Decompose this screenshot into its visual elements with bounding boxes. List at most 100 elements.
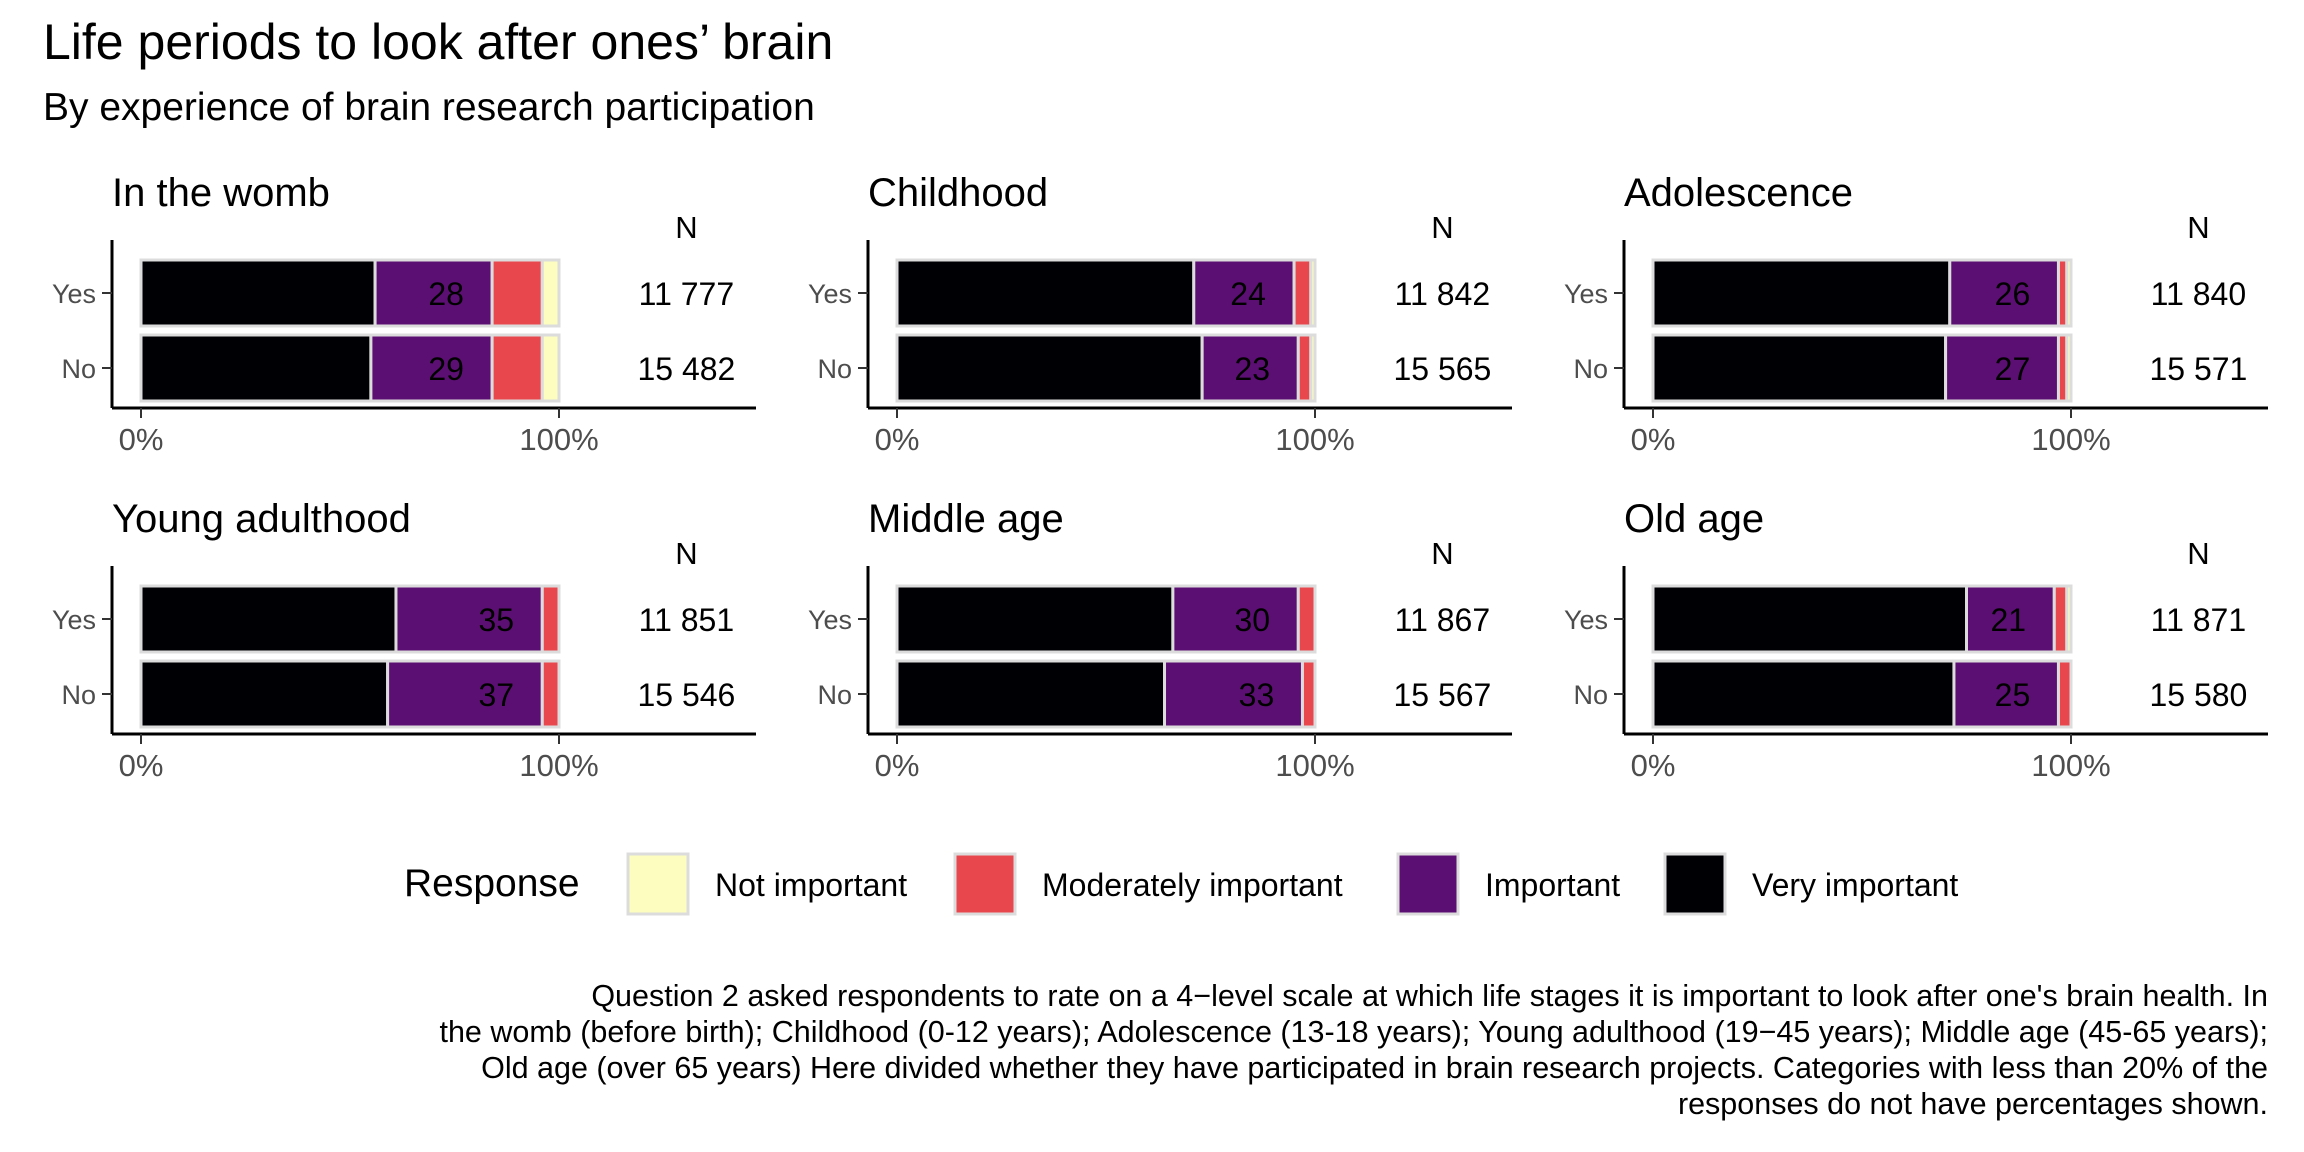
x-tick-label: 0% [1631, 422, 1676, 457]
bar-segment-important [1163, 659, 1304, 729]
y-tick-label: No [61, 354, 96, 384]
chart-caption: Question 2 asked respondents to rate on … [68, 978, 2269, 1122]
n-value: 15 567 [1393, 677, 1491, 713]
bar-segment-not-important [2065, 333, 2073, 403]
bar-segment-very-important [1651, 333, 1948, 403]
bar-data-label: 35 [478, 602, 514, 638]
bar-segment-not-important [540, 333, 561, 403]
bar-segment-moderately-important [1300, 659, 1317, 729]
bar-segment-not-important [540, 258, 561, 328]
bar-data-label: 33 [1239, 677, 1275, 713]
panel-title: Middle age [868, 497, 1064, 541]
legend-swatch-not-important [626, 852, 690, 916]
x-tick-label: 100% [1275, 748, 1354, 783]
legend-swatch-important [1396, 852, 1460, 916]
n-value: 11 867 [1395, 602, 1491, 638]
caption-line: Old age (over 65 years) Here divided whe… [481, 1051, 2268, 1085]
n-value: 15 571 [2149, 351, 2247, 387]
bar-segment-important [369, 333, 494, 403]
panel-title: Young adulthood [112, 497, 411, 541]
caption-line: responses do not have percentages shown. [1677, 1087, 2268, 1121]
x-tick-label: 100% [2031, 422, 2110, 457]
bar-segment-important [1200, 333, 1300, 403]
legend-label: Very important [1752, 867, 1958, 903]
bar-data-label: 24 [1230, 276, 1266, 312]
y-tick-label: Yes [808, 279, 852, 309]
n-value: 15 565 [1393, 351, 1491, 387]
faceted-stacked-bar-chart: In the womb N 0% 100% Yes 28 11 777 No 29 15 482 C… [52, 171, 2268, 916]
n-column-header: N [675, 536, 697, 571]
x-tick-label: 0% [119, 748, 164, 783]
bar-segment-important [1171, 584, 1300, 654]
bar-segment-moderately-important [1296, 333, 1313, 403]
legend-swatch-very-important [1663, 852, 1727, 916]
bar-segment-moderately-important [540, 584, 561, 654]
chart-subtitle: By experience of brain research particip… [43, 86, 815, 129]
n-value: 11 871 [2151, 602, 2247, 638]
legend-label: Moderately important [1042, 867, 1343, 903]
panel-title: Adolescence [1624, 171, 1853, 215]
bar-segment-very-important [895, 584, 1175, 654]
bar-segment-not-important [1309, 258, 1317, 328]
panel-title: Old age [1624, 497, 1764, 541]
bar-segment-moderately-important [540, 659, 561, 729]
bar-data-label: 28 [428, 276, 464, 312]
bar-segment-moderately-important [2056, 659, 2073, 729]
y-tick-label: No [1573, 354, 1608, 384]
legend-label: Not important [715, 867, 907, 903]
n-value: 11 842 [1395, 276, 1491, 312]
y-tick-label: Yes [1564, 279, 1608, 309]
x-tick-label: 100% [1275, 422, 1354, 457]
x-tick-label: 100% [519, 422, 598, 457]
bar-segment-not-important [1309, 333, 1317, 403]
bar-segment-very-important [1651, 584, 1968, 654]
y-tick-label: No [817, 354, 852, 384]
n-value: 15 580 [2149, 677, 2247, 713]
bar-segment-not-important [2065, 258, 2073, 328]
n-value: 11 777 [639, 276, 735, 312]
x-tick-label: 0% [1631, 748, 1676, 783]
bar-segment-very-important [139, 333, 373, 403]
y-tick-label: Yes [52, 605, 96, 635]
bar-data-label: 26 [1995, 276, 2031, 312]
y-tick-label: No [817, 680, 852, 710]
bar-segment-very-important [139, 584, 398, 654]
bar-segment-important [1965, 584, 2056, 654]
bar-data-label: 30 [1234, 602, 1270, 638]
x-tick-label: 0% [875, 748, 920, 783]
bar-data-label: 29 [428, 351, 464, 387]
n-column-header: N [1431, 210, 1453, 245]
bar-segment-not-important [2065, 584, 2073, 654]
bar-segment-very-important [139, 258, 377, 328]
y-tick-label: Yes [52, 279, 96, 309]
bar-segment-moderately-important [1292, 258, 1313, 328]
x-tick-label: 0% [875, 422, 920, 457]
legend-swatch-moderately-important [953, 852, 1017, 916]
bar-segment-moderately-important [1296, 584, 1317, 654]
n-column-header: N [2187, 536, 2209, 571]
n-column-header: N [675, 210, 697, 245]
bar-data-label: 25 [1995, 677, 2031, 713]
caption-line: Question 2 asked respondents to rate on … [591, 979, 2268, 1013]
chart-title: Life periods to look after ones’ brain [43, 14, 834, 70]
n-value: 15 546 [637, 677, 735, 713]
legend-label: Important [1485, 867, 1620, 903]
bar-segment-very-important [895, 659, 1167, 729]
bar-segment-very-important [895, 333, 1204, 403]
legend-title: Response [404, 862, 580, 905]
x-tick-label: 0% [119, 422, 164, 457]
y-tick-label: Yes [808, 605, 852, 635]
bar-segment-important [386, 659, 544, 729]
bar-segment-moderately-important [2052, 584, 2069, 654]
bar-segment-moderately-important [490, 333, 544, 403]
n-column-header: N [2187, 210, 2209, 245]
bar-segment-important [373, 258, 494, 328]
bar-segment-very-important [1651, 258, 1952, 328]
n-value: 11 840 [2151, 276, 2247, 312]
y-tick-label: No [61, 680, 96, 710]
panel-title: In the womb [112, 171, 330, 215]
n-column-header: N [1431, 536, 1453, 571]
caption-line: the womb (before birth); Childhood (0-12… [439, 1015, 2269, 1049]
n-value: 15 482 [637, 351, 735, 387]
bar-segment-important [1192, 258, 1296, 328]
